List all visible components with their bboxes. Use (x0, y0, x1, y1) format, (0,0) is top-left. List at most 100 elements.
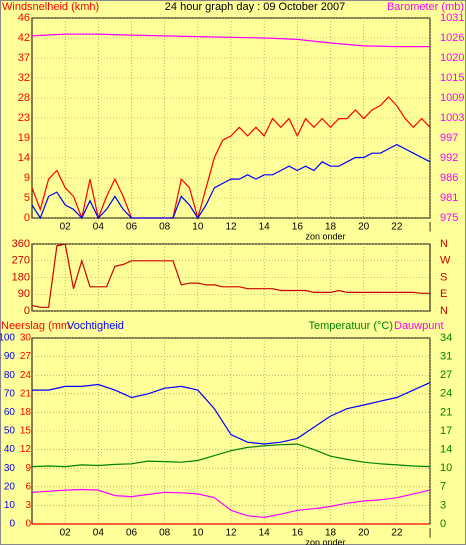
axis-title: Dauwpunt (394, 320, 444, 332)
y-tick-label: 90 (18, 288, 30, 300)
y-tick-label: 180 (12, 271, 30, 283)
y2-tick-label: 17 (440, 425, 452, 437)
y-tick-label: 360 (12, 238, 30, 250)
y2-tick-label: 3 (440, 499, 446, 511)
y3-tick-label: 15 (20, 426, 32, 437)
y-tick-label: 80 (4, 370, 16, 381)
x-tick-label: | (429, 222, 432, 233)
y2-tick-label: 21 (440, 406, 452, 418)
y2-tick-label: 10 (440, 462, 452, 474)
y-tick-label: 10 (4, 500, 16, 511)
x-tick-label: 14 (259, 222, 271, 233)
x-tick-label: 02 (60, 528, 72, 539)
y3-tick-label: 3 (25, 500, 31, 511)
y-tick-label: 0 (9, 519, 15, 530)
series-line (31, 33, 430, 48)
y-tick-label: 70 (4, 388, 16, 399)
y2-tick-label: 975 (440, 212, 458, 224)
series-line (31, 488, 431, 519)
y-tick-label: 5 (24, 192, 30, 204)
x-tick-label: 04 (93, 528, 105, 539)
y-tick-label: 50 (4, 426, 16, 437)
y2-tick-label: 14 (440, 444, 452, 456)
y-tick-label: 23 (18, 112, 30, 124)
x-tick-label: 16 (292, 528, 304, 539)
x-tick-label: 18 (325, 528, 337, 539)
x-tick-label: 08 (159, 528, 171, 539)
axis-title: Vochtigheid (67, 320, 124, 332)
y3-tick-label: 9 (25, 463, 31, 474)
y3-tick-label: 0 (25, 519, 31, 530)
x-tick-label: | (429, 528, 432, 539)
y2-tick-label: N (440, 305, 448, 317)
y2-tick-label: 0 (440, 518, 446, 530)
x-tick-label: 06 (126, 528, 138, 539)
x-tick-label: 22 (391, 222, 403, 233)
y-tick-label: 42 (18, 32, 30, 44)
series-line (31, 243, 430, 308)
y-tick-label: 9 (24, 172, 30, 184)
y2-tick-label: E (440, 288, 447, 300)
y2-tick-label: W (440, 255, 451, 267)
y2-tick-label: 1009 (440, 92, 464, 104)
y3-tick-label: 12 (20, 444, 32, 455)
y-tick-label: 14 (18, 152, 30, 164)
y-tick-label: 46 (18, 12, 30, 24)
axis-title: Barometer (mb) (387, 1, 464, 13)
x-tick-label: 12 (225, 528, 237, 539)
y-tick-label: 32 (18, 72, 30, 84)
y2-tick-label: 1031 (440, 12, 464, 24)
axis-title: Temperatuur (°C) (309, 320, 393, 332)
chart-title: 24 hour graph day : 09 October 2007 (165, 1, 345, 13)
x-tick-label: 08 (159, 222, 171, 233)
x-tick-label: 14 (259, 528, 271, 539)
annotation: zon onder (306, 231, 346, 241)
y-tick-label: 20 (4, 481, 16, 492)
y2-tick-label: 31 (440, 351, 452, 363)
y3-tick-label: 30 (20, 333, 32, 344)
axis-title: Neerslag (mm (1, 320, 70, 332)
y2-tick-label: 1020 (440, 52, 464, 64)
x-tick-label: 02 (60, 222, 72, 233)
y2-tick-label: 34 (440, 332, 452, 344)
y2-tick-label: 992 (440, 152, 458, 164)
y2-tick-label: 986 (440, 172, 458, 184)
y3-tick-label: 21 (20, 388, 32, 399)
y-tick-label: 90 (4, 351, 16, 362)
annotation: zon onder (306, 537, 346, 545)
axis-title: Windsnelheid (kmh) (2, 1, 99, 13)
x-tick-label: 10 (192, 222, 204, 233)
y-tick-label: 28 (18, 92, 30, 104)
y-tick-label: 30 (4, 463, 16, 474)
series-line (31, 443, 431, 468)
y-tick-label: 0 (24, 305, 30, 317)
series-line (31, 143, 431, 220)
y3-tick-label: 24 (20, 370, 32, 381)
y3-tick-label: 18 (20, 407, 32, 418)
x-tick-label: 18 (325, 222, 337, 233)
series-line (32, 382, 431, 445)
y-tick-label: 60 (4, 407, 16, 418)
x-tick-label: 10 (192, 528, 204, 539)
x-tick-label: 16 (292, 222, 304, 233)
y2-tick-label: 1003 (440, 112, 464, 124)
y-tick-label: 0 (24, 212, 30, 224)
y2-tick-label: 24 (440, 388, 452, 400)
y2-tick-label: 981 (440, 192, 458, 204)
y2-tick-label: N (440, 238, 448, 250)
y2-tick-label: 7 (440, 481, 446, 493)
x-tick-label: 22 (391, 528, 403, 539)
x-tick-label: 20 (358, 528, 370, 539)
y2-tick-label: 27 (440, 369, 452, 381)
y3-tick-label: 6 (25, 481, 31, 492)
y2-tick-label: 1026 (440, 32, 464, 44)
series-line (31, 96, 431, 221)
y2-tick-label: 1015 (440, 72, 464, 84)
y-tick-label: 270 (12, 255, 30, 267)
y-tick-label: 100 (0, 333, 15, 344)
y2-tick-label: S (440, 271, 447, 283)
y3-tick-label: 27 (20, 351, 32, 362)
y-tick-label: 40 (4, 444, 16, 455)
